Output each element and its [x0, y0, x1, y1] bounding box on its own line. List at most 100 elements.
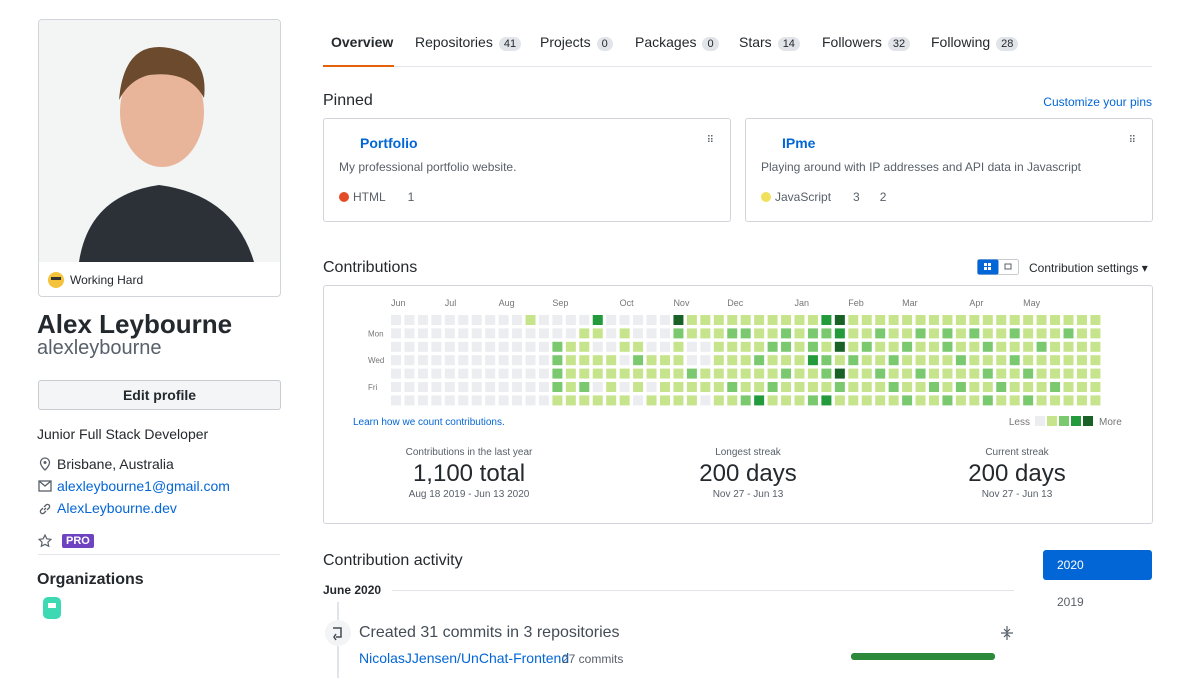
- day-cell: [538, 368, 549, 379]
- day-cell: [996, 341, 1007, 352]
- day-cell: [915, 315, 926, 325]
- day-cell: [1076, 368, 1087, 379]
- contribution-settings[interactable]: Contribution settings ▾: [1029, 261, 1148, 275]
- day-cell: [700, 341, 711, 352]
- day-cell: [996, 395, 1007, 406]
- day-cell: [660, 341, 670, 352]
- day-cell: [660, 382, 670, 392]
- day-cell: [1050, 328, 1061, 339]
- tab-count[interactable]: 28: [996, 37, 1019, 51]
- day-cell: [794, 315, 805, 325]
- day-cell: [512, 382, 523, 392]
- day-cell: [861, 395, 872, 406]
- day-cell: [1076, 341, 1087, 352]
- day-cell: [633, 328, 644, 339]
- day-cell: [1050, 395, 1061, 406]
- day-cell: [969, 355, 980, 366]
- tab-label[interactable]: Overview: [331, 34, 394, 50]
- day-cell: [942, 315, 953, 325]
- day-cell: [1076, 355, 1087, 366]
- day-cell: [592, 315, 603, 325]
- tab[interactable]: Stars 14: [739, 34, 800, 51]
- day-cell: [686, 328, 697, 339]
- day-cell: [915, 355, 926, 366]
- drag-handle: ⠿: [706, 135, 714, 146]
- tab-count[interactable]: 14: [777, 37, 800, 51]
- day-cell: [471, 328, 482, 339]
- day-cell: [754, 328, 765, 339]
- day-cell: [1050, 355, 1061, 366]
- day-cell: [404, 382, 415, 392]
- day-cell: [767, 328, 778, 339]
- repo-description: Playing around with IP addresses and API…: [761, 160, 1081, 174]
- day-cell: [444, 382, 455, 392]
- tab-count[interactable]: 41: [498, 37, 522, 51]
- day-cell: [1050, 315, 1061, 325]
- activity-title: Contribution activity: [323, 552, 463, 569]
- tab[interactable]: Repositories 41: [415, 34, 522, 51]
- day-cell: [1076, 395, 1087, 406]
- day-cell: [673, 395, 684, 406]
- day-cell: [686, 382, 697, 392]
- day-cell: [781, 355, 792, 366]
- repo-name[interactable]: IPme: [782, 135, 816, 151]
- day-cell: [1036, 395, 1047, 406]
- day-cell: [485, 355, 496, 366]
- tab-count[interactable]: 0: [596, 37, 613, 51]
- forks[interactable]: 2: [879, 190, 887, 204]
- repo-meta: JavaScript 3 2: [761, 190, 886, 204]
- day-cell: [633, 368, 644, 379]
- day-cell: [525, 355, 536, 366]
- day-cell: [606, 328, 617, 339]
- organization-avatar[interactable]: [40, 595, 64, 621]
- tab-label[interactable]: Following: [931, 34, 991, 50]
- day-cell: [821, 355, 832, 366]
- edit-profile-button[interactable]: Edit profile: [38, 380, 281, 410]
- tab-label[interactable]: Repositories: [415, 34, 493, 50]
- tab[interactable]: Overview: [331, 34, 393, 50]
- email[interactable]: alexleybourne1@gmail.com: [57, 478, 230, 494]
- day-cell: [404, 315, 415, 325]
- repo-name[interactable]: Portfolio: [360, 135, 418, 151]
- day-cell: [942, 328, 953, 339]
- forks[interactable]: 1: [407, 190, 415, 204]
- tab-count[interactable]: 32: [887, 37, 911, 51]
- view-toggle[interactable]: [977, 259, 1019, 275]
- tab-count[interactable]: 0: [702, 37, 719, 51]
- year-button[interactable]: 2019: [1057, 595, 1084, 609]
- avatar-card: Working Hard: [38, 19, 281, 297]
- tab-label[interactable]: Projects: [540, 34, 591, 50]
- day-cell: [485, 382, 496, 392]
- day-cell: [646, 395, 657, 406]
- day-cell: [740, 341, 751, 352]
- tab-label[interactable]: Stars: [739, 34, 772, 50]
- day-cell: [417, 395, 428, 406]
- day-cell: [1036, 341, 1047, 352]
- organizations-title: Organizations: [37, 571, 144, 588]
- day-cell: [942, 355, 953, 366]
- day-cell: [888, 395, 899, 406]
- collapse-icon[interactable]: [1000, 626, 1014, 640]
- stat-value: 200 days: [968, 460, 1066, 487]
- learn-link[interactable]: Learn how we count contributions.: [353, 417, 505, 428]
- stars[interactable]: 3: [853, 190, 860, 204]
- year-button[interactable]: 2020: [1043, 550, 1152, 580]
- tab-label[interactable]: Packages: [635, 34, 697, 50]
- day-cell: [646, 368, 657, 379]
- tab[interactable]: Followers 32: [822, 34, 911, 51]
- tab[interactable]: Following 28: [931, 34, 1019, 51]
- contribution-calendar: Jun Jul Aug Sep Oct Nov Dec Jan Feb Mar Apr May Mon W…: [353, 298, 1122, 428]
- tab[interactable]: Projects 0: [540, 34, 613, 51]
- tab-label[interactable]: Followers: [822, 34, 882, 50]
- day-cell: [969, 315, 980, 325]
- day-cell: [1063, 382, 1074, 392]
- customize-pins[interactable]: Customize your pins: [1043, 95, 1152, 109]
- contribution-settings-label[interactable]: Contribution settings: [1029, 261, 1139, 275]
- day-cell: [1036, 382, 1047, 392]
- website[interactable]: AlexLeybourne.dev: [57, 500, 177, 516]
- tab[interactable]: Packages 0: [635, 34, 719, 51]
- day-cell: [834, 315, 845, 325]
- activity-repo[interactable]: NicolasJJensen/UnChat-Frontend: [359, 650, 570, 666]
- day-cell: [538, 355, 549, 366]
- day-cell: [565, 382, 576, 392]
